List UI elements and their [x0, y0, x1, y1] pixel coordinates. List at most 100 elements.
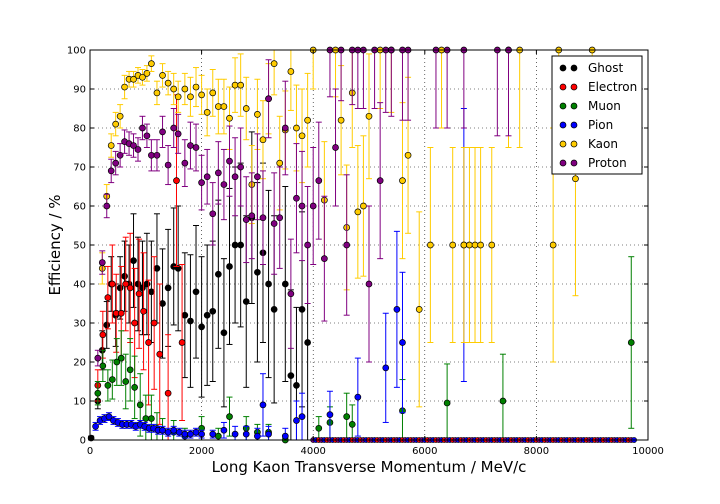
data-point: [237, 163, 245, 171]
data-point: [107, 167, 115, 175]
data-point: [337, 116, 345, 124]
series-electron: [94, 94, 186, 441]
y-tick-label: 40: [73, 280, 86, 291]
data-point: [134, 146, 142, 153]
legend-entry: Muon: [559, 99, 621, 113]
data-point: [309, 202, 317, 210]
data-point: [293, 124, 300, 132]
data-point: [122, 378, 130, 385]
data-point: [226, 157, 233, 165]
legend-label: Kaon: [588, 137, 618, 151]
series-proton: [94, 46, 512, 367]
y-tick-label: 10: [73, 397, 86, 408]
data-point: [265, 280, 272, 288]
data-point: [281, 432, 289, 440]
legend-entry: Electron: [559, 80, 637, 94]
data-point: [139, 124, 146, 132]
data-point: [443, 399, 451, 407]
data-point: [192, 288, 200, 296]
data-point: [399, 177, 406, 184]
data-point: [231, 173, 239, 181]
x-tick-label: 0: [87, 446, 93, 457]
data-point: [170, 124, 178, 132]
data-point: [107, 142, 115, 149]
x-tick-label: 10000: [632, 446, 664, 457]
data-point: [226, 114, 233, 122]
legend-marker: [559, 102, 567, 110]
x-axis-title: Long Kaon Transverse Momentum / MeV/c: [212, 458, 527, 476]
data-point: [94, 354, 102, 362]
legend-marker: [559, 121, 567, 129]
y-tick-label: 60: [73, 202, 86, 213]
y-tick-label: 90: [73, 85, 86, 96]
data-point: [203, 173, 211, 181]
series-ghost: [87, 131, 311, 442]
data-point: [136, 401, 144, 409]
data-point: [174, 130, 182, 138]
data-point: [348, 421, 356, 428]
data-point: [181, 159, 189, 167]
legend-marker: [559, 159, 567, 167]
data-point: [326, 411, 334, 418]
data-point: [298, 132, 306, 140]
data-point: [122, 280, 130, 288]
data-point: [270, 306, 278, 313]
data-point: [365, 112, 373, 120]
legend-label: Electron: [588, 80, 637, 94]
data-point: [159, 128, 166, 136]
data-point: [226, 263, 233, 270]
series-pion: [92, 108, 468, 441]
y-tick-label: 30: [73, 319, 86, 330]
data-point: [254, 110, 261, 118]
data-point: [365, 280, 373, 288]
data-point: [104, 294, 112, 301]
data-point: [117, 309, 125, 317]
data-point: [148, 60, 155, 68]
data-point: [281, 124, 289, 132]
data-point: [220, 329, 228, 337]
data-point: [226, 413, 233, 420]
axis-ticks: 0 10 20 30 40 50 60 70 80 90 100 0 2000 4000 6000 8000 1…: [67, 46, 664, 458]
data-point: [231, 430, 239, 438]
data-point: [281, 280, 289, 288]
data-point: [198, 323, 205, 331]
data-point: [242, 216, 250, 223]
data-point: [404, 151, 412, 159]
data-point: [466, 241, 473, 249]
data-point: [382, 364, 390, 372]
x-tick-label: 8000: [524, 446, 549, 457]
data-point: [220, 103, 228, 110]
data-point: [135, 290, 143, 298]
data-point: [304, 339, 311, 346]
data-point: [173, 177, 180, 184]
y-axis-title: Efficiency / %: [46, 194, 64, 295]
data-point: [108, 280, 116, 288]
data-point: [293, 194, 300, 202]
data-point: [108, 376, 116, 383]
data-point: [175, 428, 183, 436]
y-tick-label: 0: [80, 436, 86, 447]
data-point: [231, 81, 239, 89]
data-point: [174, 93, 182, 101]
data-point: [192, 83, 200, 91]
data-point: [187, 430, 194, 438]
data-point: [354, 208, 362, 216]
data-point: [259, 401, 267, 409]
data-point: [287, 290, 295, 298]
data-point: [164, 284, 172, 292]
data-point: [148, 151, 155, 159]
legend-label: Pion: [588, 118, 613, 132]
data-point: [150, 319, 158, 327]
data-point: [572, 175, 579, 183]
data-point: [549, 241, 557, 249]
data-point: [354, 393, 362, 401]
data-point: [460, 241, 468, 249]
data-point: [254, 268, 261, 276]
data-point: [121, 272, 128, 280]
y-tick-label: 50: [73, 241, 86, 252]
data-point: [131, 319, 138, 327]
data-point: [170, 426, 178, 434]
x-tick-label: 4000: [300, 446, 325, 457]
data-point: [130, 75, 137, 83]
